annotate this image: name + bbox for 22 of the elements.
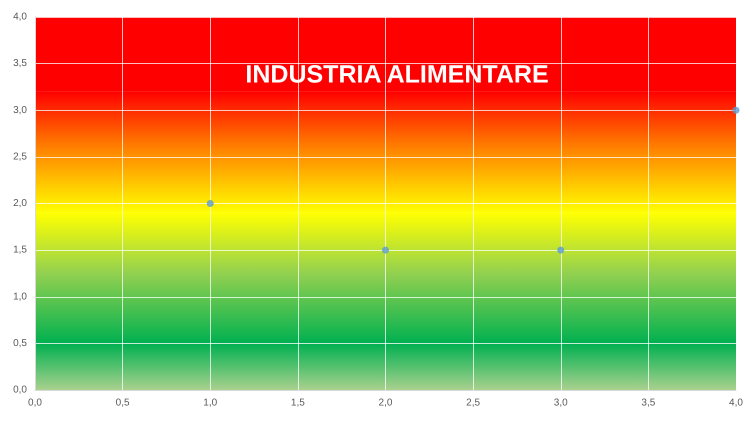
x-tick-label: 3,5 <box>641 398 656 408</box>
x-tick-label: 1,5 <box>290 398 306 408</box>
x-tick-label: 1,0 <box>203 398 218 408</box>
y-tick-label: 4,0 <box>13 12 28 22</box>
x-tick-label: 0,5 <box>116 398 130 408</box>
x-tick-label: 4,0 <box>729 398 744 408</box>
y-tick-label: 2,0 <box>13 198 28 209</box>
y-tick-label: 3,0 <box>13 104 28 116</box>
x-tick-label: 0,0 <box>28 398 42 408</box>
y-tick-label: 2,5 <box>13 151 28 162</box>
point <box>732 106 740 114</box>
y-tick-label: 1,5 <box>13 244 28 256</box>
y-tick-label: 3,5 <box>13 58 28 70</box>
y-tick-label: 0,0 <box>13 384 28 396</box>
x-tick-label: 2,5 <box>466 398 481 408</box>
y-tick-label: 1,0 <box>13 291 28 302</box>
x-tick-label: 3,0 <box>554 398 568 408</box>
point <box>206 200 214 207</box>
point <box>557 246 564 254</box>
x-tick-label: 2,0 <box>378 398 393 408</box>
point <box>382 246 389 254</box>
y-tick-label: 0,5 <box>13 338 28 349</box>
